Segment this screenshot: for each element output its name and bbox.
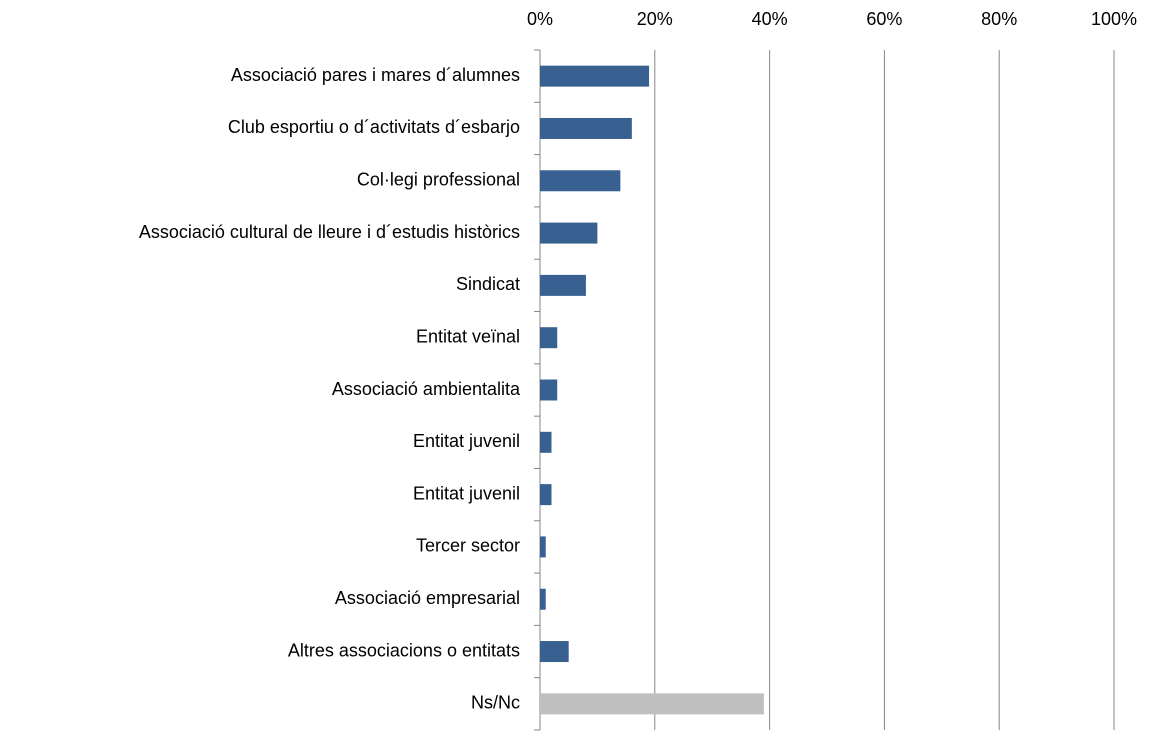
y-tick-label: Altres associacions o entitats [288,640,520,660]
bar [540,274,586,296]
y-tick-label: Sindicat [456,274,520,294]
bar [540,170,621,192]
bar [540,536,546,558]
x-tick-label: 20% [637,9,673,29]
bar [540,379,558,401]
bar [540,222,598,244]
y-tick-label: Tercer sector [416,536,520,556]
bar [540,65,650,87]
y-tick-label: Associació empresarial [335,588,520,608]
y-tick-label: Entitat veïnal [416,326,520,346]
x-tick-label: 80% [981,9,1017,29]
x-tick-label: 40% [752,9,788,29]
y-tick-label: Entitat juvenil [413,431,520,451]
y-tick-label: Club esportiu o d´activitats d´esbarjo [228,117,520,137]
bar [540,117,632,139]
y-tick-label: Associació pares i mares d´alumnes [231,65,520,85]
x-tick-label: 0% [527,9,553,29]
x-tick-label: 100% [1091,9,1137,29]
y-tick-label: Associació cultural de lleure i d´estudi… [139,222,520,242]
bar [540,327,558,349]
y-tick-label: Entitat juvenil [413,483,520,503]
y-tick-label: Col·legi professional [357,170,520,190]
bar [540,484,552,506]
y-tick-label: Associació ambientalita [332,379,521,399]
bar [540,641,569,663]
y-tick-label: Ns/Nc [471,693,520,713]
bar [540,693,764,715]
bar [540,431,552,453]
x-tick-label: 60% [866,9,902,29]
bar [540,588,546,610]
